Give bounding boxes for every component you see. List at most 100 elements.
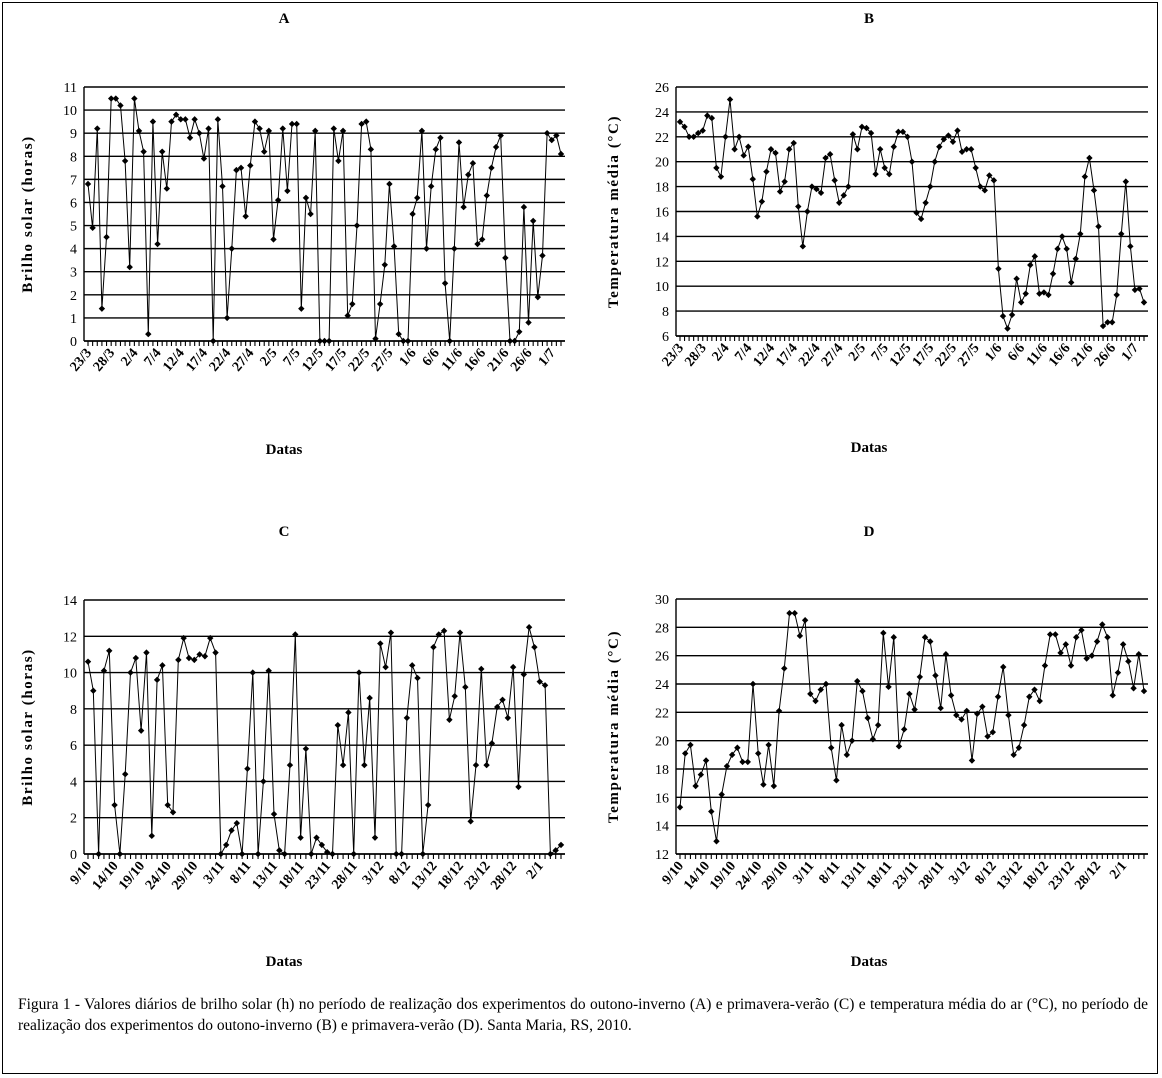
data-point	[864, 714, 871, 722]
data-point	[731, 146, 738, 153]
data-point	[478, 665, 485, 673]
data-point	[200, 155, 208, 162]
data-point	[1031, 253, 1039, 260]
data-point	[89, 224, 96, 232]
data-point	[547, 850, 554, 858]
x-tick-label: 1/6	[983, 341, 1006, 364]
y-tick-label: 8	[70, 150, 77, 165]
data-point	[419, 850, 427, 858]
x-tick-label: 13/11	[838, 859, 869, 892]
data-point	[718, 791, 725, 798]
data-point	[1113, 291, 1120, 299]
x-tick-label: 13/12	[994, 859, 1026, 893]
data-point	[520, 203, 528, 211]
data-point	[462, 683, 469, 691]
data-point	[1140, 299, 1148, 306]
y-tick-label: 7	[70, 173, 77, 188]
data-point	[219, 183, 226, 190]
data-point	[886, 170, 893, 178]
data-point	[840, 192, 847, 199]
data-point	[502, 254, 509, 262]
y-axis-label: Temperatura média (°C)	[606, 115, 622, 308]
data-point	[424, 801, 432, 809]
x-tick-label: 12/4	[751, 341, 778, 370]
data-point	[963, 707, 970, 715]
x-tick-label: 14/10	[681, 859, 713, 893]
data-point	[350, 850, 357, 858]
data-point	[1000, 663, 1007, 671]
data-point	[1004, 325, 1011, 332]
data-point	[441, 280, 449, 287]
data-point	[483, 192, 491, 199]
x-tick-label: 18/11	[276, 859, 307, 892]
data-point	[122, 770, 129, 778]
data-point	[238, 850, 246, 858]
x-tick-label: 18/12	[435, 859, 467, 893]
data-point	[217, 850, 225, 858]
data-point	[958, 148, 966, 155]
data-point	[858, 123, 866, 131]
data-point	[1130, 685, 1137, 692]
data-point	[98, 305, 106, 312]
data-point	[281, 850, 288, 858]
data-point	[776, 188, 784, 195]
y-tick-label: 11	[64, 81, 77, 96]
data-point	[390, 243, 398, 250]
data-point	[153, 676, 161, 684]
x-tick-label: 18/11	[864, 859, 895, 892]
data-point	[817, 686, 824, 693]
data-point	[728, 751, 736, 759]
y-tick-label: 2	[70, 812, 77, 827]
x-tick-label: 3/11	[201, 859, 228, 887]
data-point	[1122, 178, 1130, 185]
chart-panel-b: B 6 8 10 12 14 16 18 20 22 24 26 23/3 28/3 2/4 7/4 12/4 1…	[580, 0, 1162, 500]
data-point	[880, 629, 887, 637]
x-tick-label: 16/6	[462, 346, 489, 375]
data-point	[308, 850, 315, 858]
data-point	[84, 658, 92, 665]
data-point	[548, 136, 555, 144]
data-point	[947, 692, 955, 699]
data-point	[494, 703, 501, 711]
data-point	[100, 667, 108, 674]
figure-caption: Figura 1 - Valores diários de brilho sol…	[18, 994, 1148, 1036]
data-point	[981, 187, 988, 194]
x-tick-label: 23/3	[660, 341, 687, 370]
data-point	[148, 832, 155, 840]
data-point	[749, 175, 756, 183]
data-point	[1099, 621, 1106, 628]
data-point	[286, 761, 294, 769]
data-point	[372, 335, 379, 342]
x-tick-label: 26/6	[1092, 341, 1119, 370]
data-point	[890, 634, 897, 641]
data-point	[827, 744, 835, 751]
data-point	[940, 136, 948, 143]
data-point	[1041, 662, 1049, 669]
data-point	[872, 170, 879, 178]
data-point	[900, 726, 908, 733]
x-tick-label: 22/5	[346, 346, 373, 375]
y-tick-label: 1	[70, 312, 77, 327]
x-tick-label: 29/10	[759, 859, 791, 893]
data-point	[931, 158, 938, 165]
data-point	[395, 330, 402, 338]
data-point	[791, 609, 798, 617]
x-tick-label: 12/5	[887, 341, 914, 370]
data-point	[1088, 652, 1096, 659]
data-point	[430, 643, 437, 651]
data-point	[212, 649, 219, 656]
data-point	[339, 127, 347, 135]
data-point	[386, 180, 393, 188]
data-point	[254, 850, 262, 858]
x-tick-label: 12/5	[299, 346, 326, 375]
x-tick-label: 24/10	[733, 859, 765, 893]
data-point	[127, 669, 134, 676]
x-tick-label: 1/7	[1119, 341, 1142, 364]
y-tick-label: 10	[655, 280, 669, 295]
y-tick-label: 8	[662, 305, 669, 320]
x-tick-label: 19/10	[116, 859, 148, 893]
data-point	[765, 741, 772, 749]
data-point	[979, 703, 986, 710]
data-point	[247, 162, 254, 169]
